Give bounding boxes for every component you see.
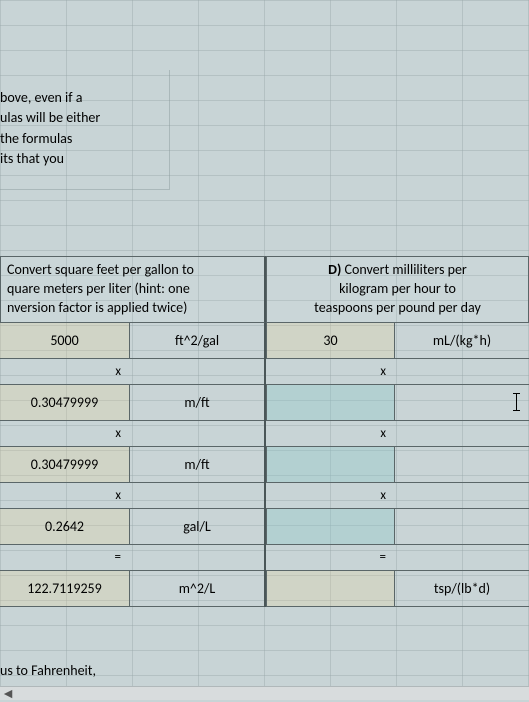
left-table: 5000 ft^2/gal x 0.30479999 m/ft x 0.3047…	[0, 323, 266, 607]
conversion-area: Convert square feet per gallon to quare …	[0, 256, 529, 607]
cell-unit[interactable]: mL/(kg*h)	[394, 323, 529, 358]
header-c[interactable]: Convert square feet per gallon to quare …	[0, 256, 266, 323]
op-row: x	[0, 483, 264, 509]
op-spacer[interactable]	[129, 359, 264, 384]
op-row: x	[266, 483, 529, 509]
text-line: ulas will be either	[0, 108, 161, 128]
table-row: 0.30479999 m/ft	[0, 447, 264, 483]
cell-unit[interactable]: tsp/(lb*d)	[394, 571, 529, 606]
cell-value[interactable]: 5000	[0, 323, 129, 358]
op-row: x	[0, 421, 264, 447]
cell-value[interactable]: 0.30479999	[0, 447, 129, 482]
cell-value[interactable]	[266, 447, 394, 482]
op-row: =	[0, 545, 264, 571]
header-line: quare meters per liter (hint: one	[7, 280, 258, 299]
op-spacer[interactable]	[394, 359, 529, 384]
table-row	[266, 385, 529, 421]
table-row	[266, 509, 529, 545]
header-row: Convert square feet per gallon to quare …	[0, 256, 529, 323]
cell-unit[interactable]: ft^2/gal	[129, 323, 264, 358]
op-cell[interactable]: x	[0, 483, 129, 508]
cell-unit-active[interactable]	[394, 385, 529, 420]
cell-unit[interactable]: m/ft	[129, 385, 264, 420]
op-spacer[interactable]	[129, 545, 264, 570]
op-cell[interactable]: x	[266, 359, 394, 384]
op-spacer[interactable]	[129, 483, 264, 508]
op-cell[interactable]: x	[0, 359, 129, 384]
instruction-fragment: bove, even if a ulas will be either the …	[0, 70, 170, 190]
op-cell[interactable]: =	[0, 545, 129, 570]
cell-value[interactable]: 0.2642	[0, 509, 129, 544]
cell-unit[interactable]: m/ft	[129, 447, 264, 482]
table-row: 5000 ft^2/gal	[0, 323, 264, 359]
op-spacer[interactable]	[394, 421, 529, 446]
scroll-left-icon[interactable]: ◄	[0, 688, 16, 700]
op-spacer[interactable]	[394, 483, 529, 508]
op-cell[interactable]: =	[266, 545, 394, 570]
horizontal-scrollbar[interactable]: ◄	[0, 686, 529, 700]
cell-value[interactable]: 30	[266, 323, 394, 358]
tables-row: 5000 ft^2/gal x 0.30479999 m/ft x 0.3047…	[0, 323, 529, 607]
header-line: D) Convert milliliters per	[273, 261, 522, 280]
text-line: the formulas	[0, 129, 161, 149]
cell-unit[interactable]: m^2/L	[129, 571, 264, 606]
op-row: x	[266, 359, 529, 385]
right-table: 30 mL/(kg*h) x x	[266, 323, 529, 607]
header-d-prefix: D)	[328, 261, 341, 278]
cell-value[interactable]: 122.7119259	[0, 571, 129, 606]
header-line: Convert square feet per gallon to	[7, 261, 258, 280]
header-line: kilogram per hour to	[273, 280, 522, 299]
op-row: =	[266, 545, 529, 571]
cell-value[interactable]	[266, 571, 394, 606]
table-row: 0.2642 gal/L	[0, 509, 264, 545]
cell-unit[interactable]: gal/L	[129, 509, 264, 544]
op-row: x	[0, 359, 264, 385]
op-spacer[interactable]	[394, 545, 529, 570]
cell-unit[interactable]	[394, 447, 529, 482]
header-line: nversion factor is applied twice)	[7, 299, 258, 318]
op-row: x	[266, 421, 529, 447]
table-row: 30 mL/(kg*h)	[266, 323, 529, 359]
cell-value[interactable]	[266, 385, 394, 420]
header-d[interactable]: D) Convert milliliters per kilogram per …	[266, 256, 529, 323]
op-cell[interactable]: x	[0, 421, 129, 446]
text-cursor-icon	[516, 393, 517, 411]
table-row: tsp/(lb*d)	[266, 571, 529, 607]
op-cell[interactable]: x	[266, 421, 394, 446]
bottom-fragment: us to Fahrenheit,	[0, 662, 96, 679]
text-line: bove, even if a	[0, 88, 161, 108]
op-spacer[interactable]	[129, 421, 264, 446]
table-row: 122.7119259 m^2/L	[0, 571, 264, 607]
header-d-text: Convert milliliters per	[341, 261, 466, 278]
text-line: its that you	[0, 149, 161, 169]
cell-value[interactable]	[266, 509, 394, 544]
header-line: teaspoons per pound per day	[273, 299, 522, 318]
cell-unit[interactable]	[394, 509, 529, 544]
table-row	[266, 447, 529, 483]
table-row: 0.30479999 m/ft	[0, 385, 264, 421]
op-cell[interactable]: x	[266, 483, 394, 508]
cell-value[interactable]: 0.30479999	[0, 385, 129, 420]
